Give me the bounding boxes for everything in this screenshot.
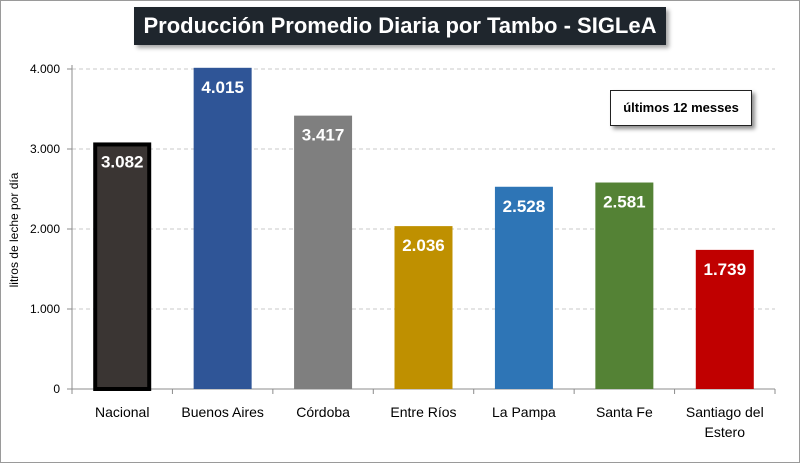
y-tick-label: 4.000: [30, 62, 60, 76]
category-labels: Nacional Buenos Aires Córdoba Entre Ríos La …: [95, 404, 764, 440]
value-label: 2.036: [402, 236, 445, 255]
category-label: Santiago del: [686, 404, 764, 420]
category-label: Nacional: [95, 404, 149, 420]
value-label: 1.739: [704, 260, 747, 279]
category-label: Santa Fe: [596, 404, 653, 420]
value-labels: 3.082 4.015 3.417 2.036 2.528 2.581 1.739: [101, 78, 746, 279]
chart-title: Producción Promedio Diaria por Tambo - S…: [134, 7, 666, 45]
y-tick-label: 3.000: [30, 142, 60, 156]
category-label: Buenos Aires: [181, 404, 264, 420]
value-label: 3.417: [302, 126, 345, 145]
value-label: 2.581: [603, 193, 646, 212]
y-tick-label: 1.000: [30, 302, 60, 316]
bar: [294, 115, 353, 389]
category-label: La Pampa: [492, 404, 556, 420]
category-label: Estero: [705, 424, 746, 440]
y-tick-labels: 0 1.000 2.000 3.000 4.000: [30, 62, 60, 396]
bar: [595, 182, 654, 389]
y-tick-label: 0: [53, 382, 60, 396]
value-label: 2.528: [503, 197, 546, 216]
bar: [494, 186, 553, 389]
category-label: Córdoba: [296, 404, 350, 420]
y-axis-label: litros de leche por día: [7, 172, 21, 287]
value-label: 4.015: [201, 78, 244, 97]
category-label: Entre Ríos: [390, 404, 456, 420]
period-annotation: últimos 12 messes: [610, 90, 752, 126]
bar: [695, 249, 754, 389]
bar: [394, 226, 453, 389]
value-label: 3.082: [101, 152, 144, 171]
bar: [193, 67, 252, 390]
y-tick-label: 2.000: [30, 222, 60, 236]
bars: [93, 67, 754, 391]
bar: [93, 142, 152, 391]
